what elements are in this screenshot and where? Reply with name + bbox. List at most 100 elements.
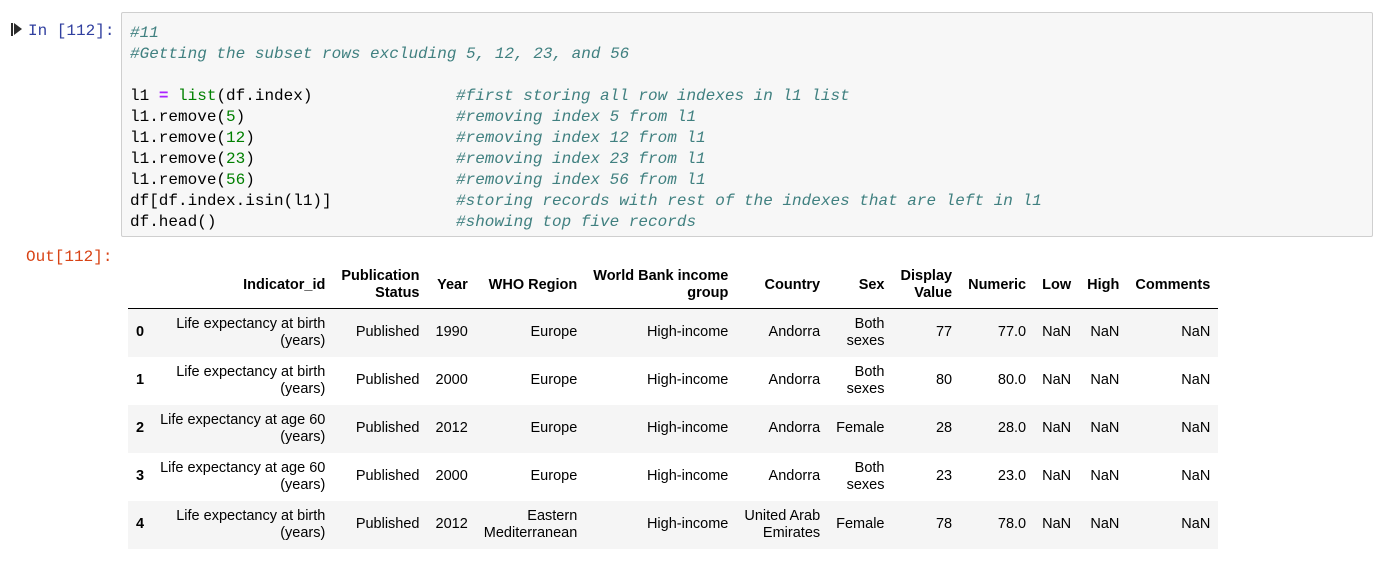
column-header-text: Country: [764, 276, 821, 293]
code-comment: #Getting the subset rows excluding 5, 12…: [130, 45, 630, 63]
table-cell: Life expectancy at birth (years): [152, 309, 333, 357]
column-header-text: WHO Region: [488, 276, 578, 293]
code-cell-editor[interactable]: #11 #Getting the subset rows excluding 5,…: [121, 12, 1373, 237]
table-cell-text: Life expectancy at birth: [176, 507, 326, 524]
column-header-text: Year: [437, 276, 468, 293]
code-inline-comment: #removing index 5 from l1: [456, 108, 697, 126]
run-cell-icon[interactable]: [10, 22, 24, 36]
code-line: l1.remove(5) #removing index 5 from l1: [130, 107, 696, 128]
table-cell: Published: [333, 309, 427, 357]
table-cell-text: NaN: [1181, 324, 1211, 341]
code-line: l1.remove(23) #removing index 23 from l1: [130, 149, 706, 170]
table-cell-text: Emirates: [762, 524, 821, 541]
table-cell: Europe: [476, 405, 586, 453]
table-cell-text: (years): [280, 476, 326, 493]
column-header-text: High: [1087, 276, 1120, 293]
table-cell-text: Europe: [530, 324, 578, 341]
table-cell-text: 2012: [435, 420, 468, 436]
table-cell: 28.0: [960, 405, 1034, 453]
table-cell-text: Life expectancy at birth: [176, 363, 326, 380]
column-header-text: group: [687, 285, 729, 301]
table-cell-text: Both: [854, 363, 885, 380]
table-cell-text: Published: [355, 372, 420, 388]
table-cell-text: NaN: [1181, 516, 1211, 532]
table-cell-text: Europe: [530, 420, 578, 436]
table-cell-text: Both: [854, 315, 885, 332]
table-cell: NaN: [1034, 453, 1079, 501]
table-cell: Both sexes: [828, 309, 892, 357]
table-cell-text: NaN: [1090, 420, 1120, 436]
table-cell: NaN: [1079, 453, 1127, 501]
table-cell: NaN: [1079, 309, 1127, 357]
code-token: ): [245, 171, 255, 189]
code-token: (df.index): [216, 87, 313, 105]
column-header: Indicator_id: [152, 262, 334, 309]
code-token: ): [245, 150, 255, 168]
table-cell-text: Life expectancy at age 60: [160, 459, 326, 476]
table-cell: NaN: [1127, 453, 1218, 501]
table-cell-text: 77: [935, 324, 953, 341]
table-cell-text: NaN: [1042, 324, 1072, 341]
column-header: Publication Status: [333, 262, 428, 309]
table-cell-text: Both: [854, 459, 885, 476]
code-line: #Getting the subset rows excluding 5, 12…: [130, 44, 629, 65]
table-cell: 2000: [428, 453, 476, 501]
table-cell: Life expectancy at birth (years): [152, 357, 333, 405]
row-index: 3: [136, 468, 145, 484]
table-cell: 23.0: [960, 453, 1034, 501]
table-cell-text: NaN: [1090, 468, 1120, 484]
table-cell: 77.0: [960, 309, 1034, 357]
code-line: l1.remove(12) #removing index 12 from l1: [130, 128, 706, 149]
column-header: Low: [1034, 262, 1080, 309]
output-prompt: Out[112]:: [26, 248, 113, 266]
table-cell-text: (years): [280, 380, 326, 397]
column-header-text: Indicator_id: [243, 276, 326, 293]
table-cell: 78: [893, 501, 961, 549]
column-header-text: Value: [914, 285, 953, 301]
table-cell-text: NaN: [1181, 372, 1211, 388]
table-cell: High-income: [585, 453, 736, 501]
table-cell: 2012: [428, 405, 476, 453]
table-cell-text: 23: [935, 468, 953, 484]
table-cell-text: 78.0: [997, 516, 1027, 532]
code-lines[interactable]: #11 #Getting the subset rows excluding 5,…: [130, 23, 1042, 233]
column-header: Comments: [1127, 262, 1219, 309]
table-cell-text: NaN: [1181, 468, 1211, 484]
code-inline-comment: #first storing all row indexes in l1 lis…: [456, 87, 850, 105]
code-token: list: [178, 87, 217, 105]
table-cell: NaN: [1127, 405, 1218, 453]
table-cell: High-income: [585, 309, 736, 357]
table-cell: NaN: [1079, 501, 1127, 549]
code-token: df.head(): [130, 213, 217, 231]
code-inline-comment: #storing records with rest of the indexe…: [456, 192, 1042, 210]
table-cell: NaN: [1034, 501, 1079, 549]
table-cell: NaN: [1079, 405, 1127, 453]
table-cell-text: (years): [280, 332, 326, 349]
table-cell: 80: [893, 357, 961, 405]
column-header-text: Numeric: [968, 276, 1027, 293]
table-cell-text: Eastern: [527, 507, 578, 524]
table-cell: Andorra: [736, 453, 828, 501]
code-token: l1.remove(: [130, 129, 227, 147]
table-cell-text: (years): [280, 428, 326, 445]
table-cell: Both sexes: [828, 357, 892, 405]
table-cell-text: Mediterranean: [483, 524, 578, 541]
column-header: High: [1079, 262, 1128, 309]
code-token: ): [235, 108, 246, 126]
table-cell: Published: [333, 501, 427, 549]
table-row: 3 Life expectancy at age 60 (years) Publish…: [128, 453, 1218, 501]
table-cell-text: NaN: [1090, 372, 1120, 388]
table-cell-text: 2000: [435, 468, 468, 484]
table-cell-text: sexes: [846, 332, 885, 349]
column-header-text: Display: [900, 268, 953, 284]
table-cell-text: NaN: [1181, 420, 1211, 436]
table-cell: Published: [333, 453, 427, 501]
table-cell: NaN: [1034, 309, 1079, 357]
table-cell-text: High-income: [646, 516, 729, 532]
code-line: df[df.index.isin(l1)] #storing records wi…: [130, 191, 1042, 212]
table-cell: United Arab Emirates: [736, 501, 828, 549]
code-token: 12: [226, 129, 246, 147]
table-header-row: Indicator_id Publication Status Year WHO Reg…: [128, 262, 1219, 309]
table-cell: 23: [893, 453, 961, 501]
table-row: 2 Life expectancy at age 60 (years) Publish…: [128, 404, 1219, 453]
